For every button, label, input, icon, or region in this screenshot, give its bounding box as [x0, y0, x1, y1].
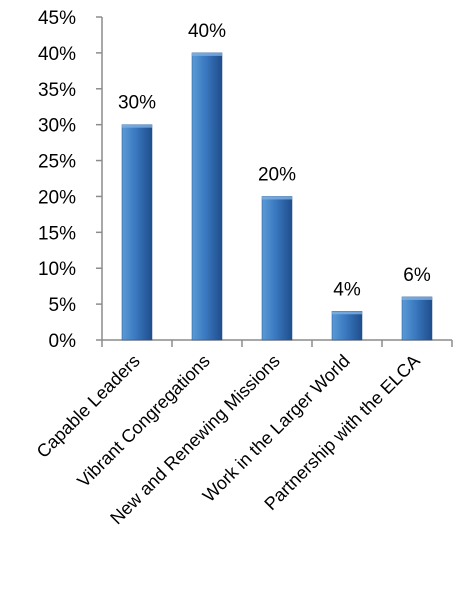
y-tick-label: 15% — [38, 223, 76, 244]
bar-highlight — [262, 196, 292, 200]
bar-4 — [401, 296, 433, 341]
y-tick-label: 35% — [38, 80, 76, 101]
bar-0 — [121, 124, 153, 341]
y-tick-label: 40% — [38, 44, 76, 65]
bars — [121, 52, 433, 341]
y-tick-label: 25% — [38, 152, 76, 173]
y-axis: 0% 5% 10% 15% 20% 25% 30% 35% 40% 45% — [38, 8, 103, 352]
category-label: Work in the Larger World — [199, 351, 354, 506]
bar-highlight — [332, 311, 362, 315]
bar-2 — [261, 196, 293, 341]
data-label: 4% — [333, 279, 361, 300]
y-tick-label: 5% — [49, 295, 77, 316]
data-label: 30% — [118, 93, 156, 114]
data-label: 20% — [258, 164, 296, 185]
bar-highlight — [402, 296, 432, 300]
bar-3 — [331, 311, 363, 341]
bar-highlight — [192, 52, 222, 56]
bar-highlight — [122, 124, 152, 128]
data-labels: 30% 40% 20% 4% 6% — [118, 21, 431, 300]
y-tick-label: 10% — [38, 259, 76, 280]
y-tick-label: 45% — [38, 8, 76, 29]
data-label: 6% — [403, 265, 431, 286]
x-axis — [101, 339, 453, 347]
y-tick-label: 20% — [38, 187, 76, 208]
category-label: Vibrant Congregations — [73, 351, 214, 492]
bar-1 — [191, 52, 223, 341]
y-tick-label: 30% — [38, 116, 76, 137]
data-label: 40% — [188, 21, 226, 42]
y-tick-label: 0% — [49, 331, 77, 352]
